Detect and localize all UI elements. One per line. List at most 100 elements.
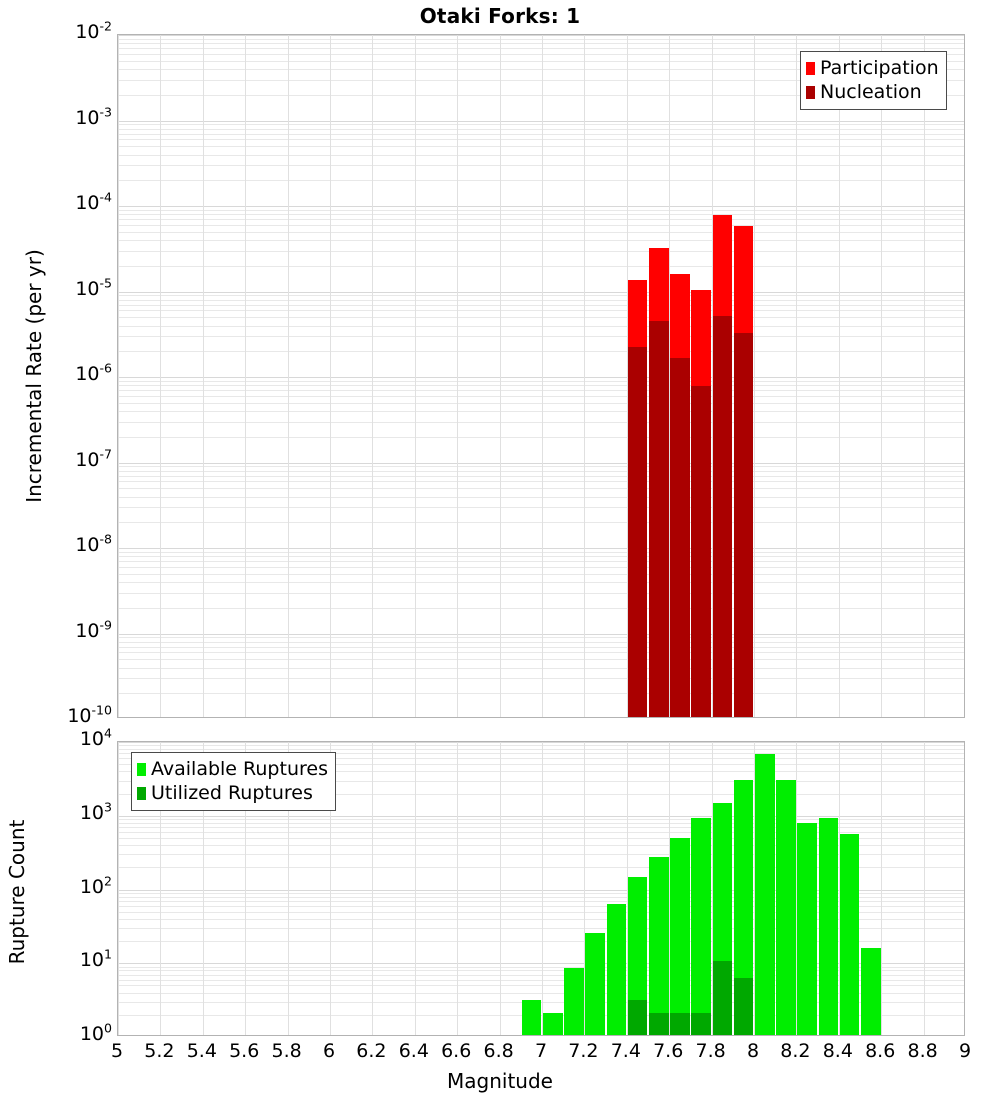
- x-axis-tick-label: 7.2: [568, 1040, 599, 1062]
- legend-item-participation[interactable]: Participation: [806, 56, 939, 80]
- grid-line-horizontal: [118, 819, 964, 821]
- x-axis-tick-label: 8.6: [865, 1040, 896, 1062]
- grid-lines-top: [118, 35, 964, 717]
- x-axis-tick-label: 6.4: [398, 1040, 429, 1062]
- y-axis-tick-label: 10-7: [75, 446, 112, 471]
- grid-lines-bottom: [118, 742, 964, 1035]
- x-axis-tick-label: 6: [322, 1040, 336, 1062]
- bar-inner-segment: [712, 961, 733, 1035]
- bar: [521, 999, 542, 1035]
- x-axis-tick-label: 8.8: [907, 1040, 938, 1062]
- grid-line-horizontal: [118, 522, 964, 524]
- bar: [712, 802, 733, 1035]
- bar: [818, 818, 839, 1035]
- grid-line-vertical: [626, 742, 628, 1035]
- x-axis-tick-label: 7.6: [653, 1040, 684, 1062]
- grid-line-horizontal: [118, 900, 964, 902]
- grid-line-horizontal: [118, 325, 964, 327]
- y-axis-tick-label: 103: [79, 799, 112, 824]
- bar-inner-segment: [712, 316, 733, 717]
- grid-line-horizontal: [118, 637, 964, 639]
- grid-line-vertical: [414, 742, 416, 1035]
- grid-line-vertical: [626, 35, 628, 717]
- y-axis-tick-label: 101: [79, 946, 112, 972]
- incremental-rate-plot: [117, 34, 965, 718]
- grid-line-vertical: [118, 742, 119, 1035]
- bar: [712, 214, 733, 717]
- bars-bottom: [118, 742, 964, 1035]
- bar: [691, 817, 712, 1035]
- y-axis-tick-label: 102: [79, 873, 112, 898]
- legend-item-available-ruptures[interactable]: Available Ruptures: [137, 757, 328, 781]
- bar: [585, 933, 606, 1035]
- grid-line-vertical: [584, 35, 586, 717]
- grid-line-vertical: [923, 742, 925, 1035]
- y-axis-title-bottom: Rupture Count: [5, 819, 29, 965]
- grid-line-horizontal: [118, 35, 964, 36]
- grid-line-vertical: [160, 35, 162, 717]
- grid-line-horizontal: [118, 380, 964, 382]
- x-axis-tick-label: 9: [958, 1040, 972, 1062]
- grid-line-horizontal: [118, 133, 964, 135]
- grid-line-horizontal: [118, 832, 964, 834]
- grid-line-horizontal: [118, 771, 964, 773]
- grid-line-vertical: [330, 35, 331, 717]
- grid-line-horizontal: [118, 146, 964, 148]
- bar-inner-segment: [691, 1012, 712, 1035]
- bar: [543, 1012, 563, 1035]
- y-axis-tick-label: 10-4: [75, 189, 112, 214]
- grid-line-horizontal: [118, 94, 964, 96]
- grid-line-vertical: [372, 35, 374, 717]
- bar: [649, 856, 669, 1035]
- grid-line-vertical: [414, 35, 416, 717]
- grid-line-horizontal: [118, 38, 964, 40]
- grid-line-horizontal: [118, 753, 964, 755]
- legend-item-utilized-ruptures[interactable]: Utilized Ruptures: [137, 781, 328, 805]
- grid-line-horizontal: [118, 659, 964, 661]
- grid-line-horizontal: [118, 475, 964, 477]
- grid-line-vertical: [754, 35, 755, 717]
- grid-line-horizontal: [118, 421, 964, 423]
- grid-line-horizontal: [118, 43, 964, 45]
- y-axis-tick-label: 100: [79, 1020, 112, 1045]
- grid-line-horizontal: [118, 963, 964, 965]
- grid-line-vertical: [499, 742, 501, 1035]
- legend-label-utilized-ruptures: Utilized Ruptures: [151, 781, 313, 804]
- legend-item-nucleation[interactable]: Nucleation: [806, 80, 939, 104]
- y-axis-tick-label: 104: [79, 725, 112, 750]
- x-axis-tick-label: 5: [110, 1040, 124, 1062]
- bar: [755, 754, 775, 1035]
- bar-inner-segment: [733, 333, 754, 717]
- grid-line-vertical: [457, 742, 459, 1035]
- grid-line-horizontal: [118, 48, 964, 50]
- grid-line-vertical: [372, 742, 374, 1035]
- grid-line-horizontal: [118, 889, 964, 891]
- grid-line-horizontal: [118, 336, 964, 338]
- grid-line-horizontal: [118, 395, 964, 397]
- grid-line-horizontal: [118, 985, 964, 987]
- grid-line-horizontal: [118, 941, 964, 943]
- grid-line-vertical: [669, 35, 671, 717]
- bar-inner-segment: [627, 999, 648, 1035]
- y-axis-ticks-bottom: 104 103 102 101 100: [0, 0, 112, 1100]
- grid-line-horizontal: [118, 854, 964, 856]
- bar: [670, 837, 690, 1035]
- grid-line-horizontal: [118, 496, 964, 498]
- legend-top: Participation Nucleation: [800, 51, 947, 110]
- x-axis-tick-label: 5.8: [271, 1040, 302, 1062]
- grid-line-horizontal: [118, 154, 964, 156]
- grid-line-horizontal: [118, 139, 964, 141]
- grid-line-horizontal: [118, 462, 964, 464]
- grid-line-horizontal: [118, 827, 964, 829]
- x-axis-tick-label: 6.8: [483, 1040, 514, 1062]
- grid-line-horizontal: [118, 633, 964, 635]
- grid-line-vertical: [669, 742, 671, 1035]
- grid-line-horizontal: [118, 79, 964, 81]
- grid-line-vertical: [796, 35, 798, 717]
- grid-line-horizontal: [118, 317, 964, 319]
- bar-inner-segment: [733, 977, 754, 1035]
- grid-line-horizontal: [118, 815, 964, 817]
- grid-line-horizontal: [118, 411, 964, 413]
- grid-line-vertical: [796, 742, 798, 1035]
